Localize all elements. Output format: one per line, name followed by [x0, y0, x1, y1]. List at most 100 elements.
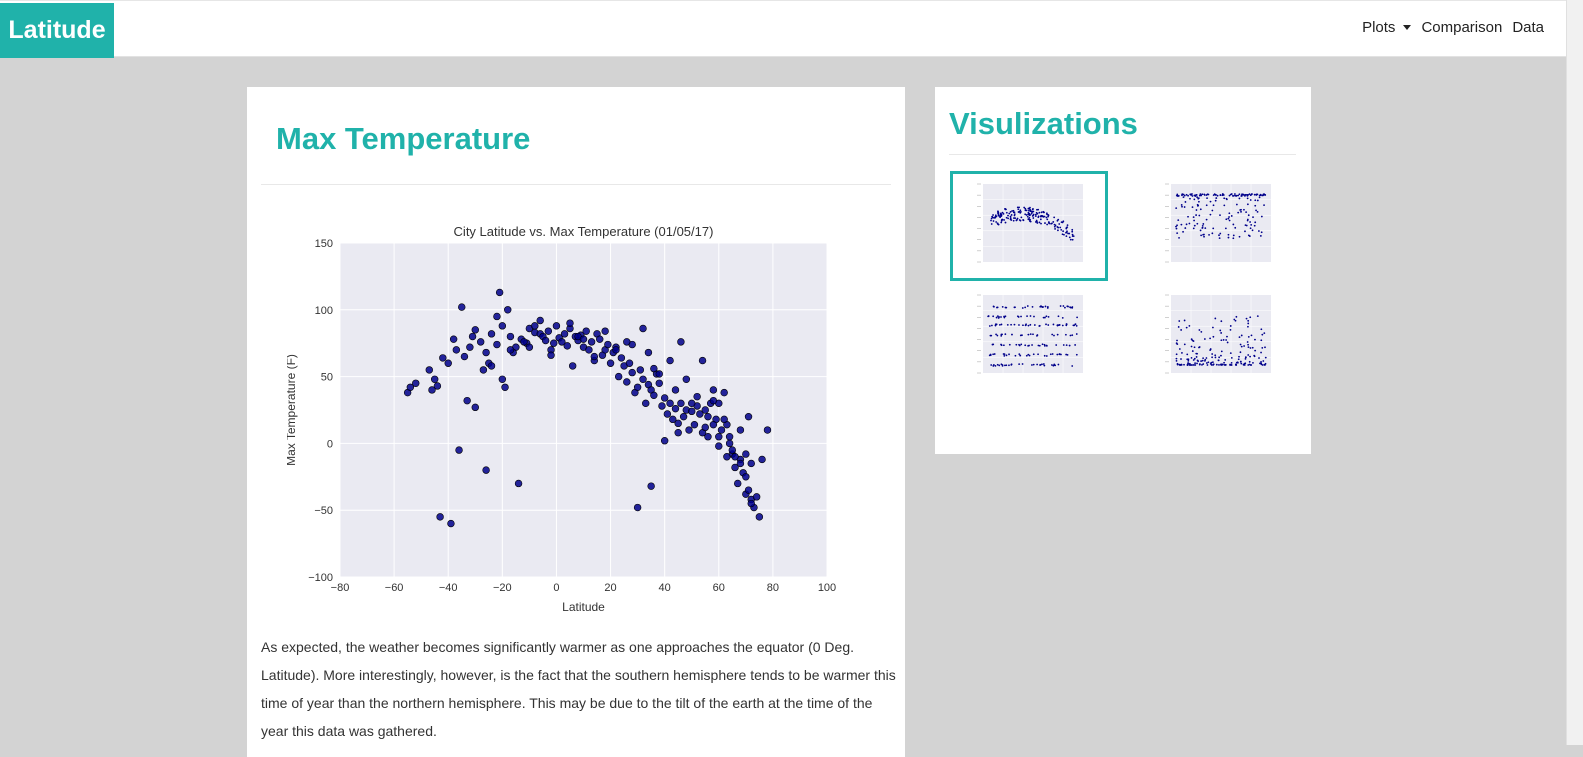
nav-data-link[interactable]: Data [1512, 19, 1544, 36]
chart-svg: −80 −60 −40 −20 0 20 40 60 80 100 −100 −50 0 50 100 150… [287, 222, 847, 617]
thumbnail-cloudiness[interactable] [953, 285, 1105, 389]
thumb-data-point [1056, 226, 1058, 228]
thumb-data-point [1243, 364, 1245, 366]
data-point [623, 338, 630, 345]
data-point [734, 480, 741, 487]
thumb-data-point [1260, 194, 1262, 196]
thumb-data-point [1072, 239, 1074, 241]
thumb-data-point [1027, 212, 1029, 214]
data-point [618, 354, 625, 361]
thumb-data-point [1206, 219, 1208, 221]
thumbnail-max-temperature[interactable] [950, 171, 1108, 281]
chart-title: City Latitude vs. Max Temperature (01/05… [454, 224, 714, 239]
thumb-data-point [1009, 344, 1011, 346]
thumb-data-point [1200, 208, 1202, 210]
thumb-data-point [1235, 316, 1237, 318]
thumbnail-wind-speed[interactable] [1141, 285, 1293, 389]
thumb-data-point [1032, 217, 1034, 219]
thumb-data-point [1068, 233, 1070, 235]
thumb-data-point [1176, 224, 1178, 226]
nav-plots-dropdown[interactable]: Plots [1362, 19, 1411, 36]
data-point [583, 328, 590, 335]
thumb-data-point [1204, 360, 1206, 362]
thumb-data-point [1020, 335, 1022, 337]
thumb-data-point [1250, 364, 1252, 366]
thumb-data-point [1067, 306, 1069, 308]
thumb-data-point [1039, 364, 1041, 366]
thumb-data-point [1206, 204, 1208, 206]
thumb-data-point [1014, 215, 1016, 217]
thumb-data-point [1192, 206, 1194, 208]
data-point [613, 346, 620, 353]
thumb-data-point [1219, 194, 1221, 196]
thumb-data-point [1257, 211, 1259, 213]
thumb-data-point [1247, 198, 1249, 200]
data-point [742, 473, 749, 480]
thumb-data-point [1212, 227, 1214, 229]
thumb-data-point [1209, 337, 1211, 339]
thumb-data-point [1008, 364, 1010, 366]
thumb-data-point [1029, 207, 1031, 209]
data-point [637, 367, 644, 374]
thumb-data-point [1216, 364, 1218, 366]
data-point [661, 395, 668, 402]
data-point [742, 451, 749, 458]
thumb-data-point [1051, 334, 1053, 336]
thumb-data-point [1208, 234, 1210, 236]
thumb-data-point [1032, 209, 1034, 211]
thumb-data-point [1000, 316, 1002, 318]
thumb-data-point [1000, 335, 1002, 337]
thumb-data-point [998, 365, 1000, 367]
x-tick-label: 60 [713, 582, 725, 594]
thumb-data-point [1184, 320, 1186, 322]
thumb-data-point [1056, 354, 1058, 356]
thumb-data-point [1194, 346, 1196, 348]
data-point [469, 333, 476, 340]
thumb-data-point [1003, 355, 1005, 357]
nav-comparison-link[interactable]: Comparison [1421, 19, 1502, 36]
thumbnail-humidity[interactable] [1141, 174, 1293, 278]
thumb-data-point [1248, 336, 1250, 338]
data-point [726, 440, 733, 447]
thumb-data-point [1245, 211, 1247, 213]
thumb-data-point [1255, 210, 1257, 212]
brand-logo[interactable]: Latitude [0, 3, 114, 58]
thumb-data-point [1201, 227, 1203, 229]
thumb-data-point [1059, 227, 1061, 229]
thumb-data-point [999, 216, 1001, 218]
thumb-data-point [1214, 354, 1216, 356]
data-point [588, 338, 595, 345]
thumb-data-point [1011, 210, 1013, 212]
thumb-data-point [1036, 209, 1038, 211]
data-point [737, 427, 744, 434]
data-point [753, 493, 760, 500]
y-tick-label: −100 [308, 572, 333, 584]
thumb-data-point [990, 335, 992, 337]
thumb-data-point [1209, 349, 1211, 351]
page-scrollbar[interactable] [1566, 0, 1583, 745]
data-point [464, 397, 471, 404]
thumb-data-point [1033, 353, 1035, 355]
data-point [453, 346, 460, 353]
thumb-data-point [1036, 364, 1038, 366]
thumb-data-point [1217, 195, 1219, 197]
thumb-data-point [1018, 363, 1020, 365]
thumb-data-point [1032, 306, 1034, 308]
data-point [542, 337, 549, 344]
thumb-data-point [1228, 234, 1230, 236]
thumb-data-point [1006, 212, 1008, 214]
thumb-data-point [1041, 363, 1043, 365]
thumb-data-point [1196, 363, 1198, 365]
thumb-data-point [1228, 212, 1230, 214]
thumb-data-point [1201, 364, 1203, 366]
thumb-data-point [1176, 232, 1178, 234]
data-point [526, 344, 533, 351]
data-point [640, 325, 647, 332]
thumb-data-point [1219, 237, 1221, 239]
thumb-data-point [1072, 235, 1074, 237]
thumb-data-point [1226, 198, 1228, 200]
thumb-data-point [1197, 198, 1199, 200]
thumb-data-point [1184, 206, 1186, 208]
thumb-data-point [1024, 213, 1026, 215]
thumb-data-point [1052, 221, 1054, 223]
